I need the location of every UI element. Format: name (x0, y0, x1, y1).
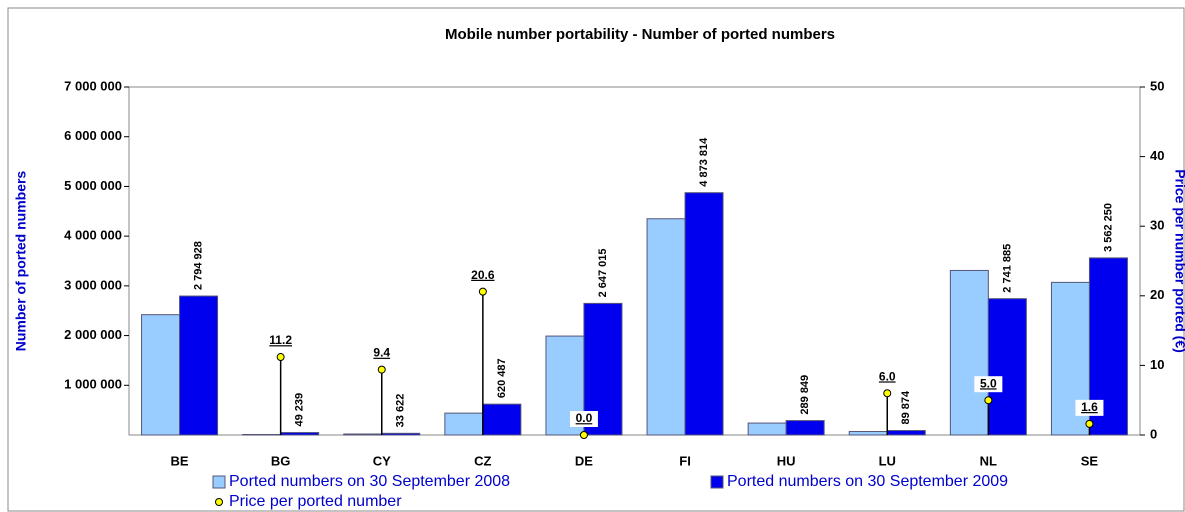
x-tick-label: BE (171, 453, 189, 468)
y-tick-label: 3 000 000 (64, 277, 122, 292)
bar (747, 422, 787, 436)
value-label: 6.0 (879, 369, 896, 383)
value-label: 2 794 928 (192, 241, 204, 290)
legend-swatch (710, 475, 724, 489)
y2-tick-label: 10 (1150, 357, 1164, 372)
x-tick-label: CY (373, 453, 391, 468)
y2-tick-label: 40 (1150, 148, 1164, 163)
price-marker (377, 365, 386, 374)
bar (280, 432, 320, 436)
y2-axis-label: Price per number ported (€) (1172, 169, 1185, 353)
value-label: 620 487 (496, 358, 508, 398)
legend-swatch (212, 475, 226, 489)
bar (141, 314, 181, 436)
bar (848, 431, 888, 436)
price-marker (276, 353, 285, 362)
value-label-box (569, 411, 598, 427)
value-label: 9.4 (373, 346, 390, 360)
value-label: 89 874 (900, 390, 912, 425)
value-label: 33 622 (395, 394, 407, 428)
value-label-box (873, 369, 902, 386)
value-label: 49 239 (294, 393, 306, 427)
bar (381, 432, 421, 436)
bar (886, 430, 926, 436)
y-tick-label: 2 000 000 (64, 327, 122, 342)
legend-marker (215, 498, 223, 506)
value-label: 2 647 015 (597, 248, 609, 297)
x-tick-label: DE (575, 453, 593, 468)
value-label-box (1075, 399, 1104, 416)
bar (482, 403, 522, 436)
y2-tick-label: 0 (1150, 426, 1157, 441)
value-label-box (468, 267, 497, 284)
y2-tick-label: 20 (1150, 287, 1164, 302)
plot-area (128, 86, 1141, 436)
value-label: 11.2 (269, 333, 292, 347)
x-tick-label: SE (1081, 453, 1099, 468)
x-tick-label: NL (980, 453, 997, 468)
value-label: 4 873 814 (698, 137, 710, 187)
y2-tick-label: 30 (1150, 218, 1164, 233)
x-tick-label: CZ (474, 453, 491, 468)
y-tick-label: 5 000 000 (64, 178, 122, 193)
value-label: 289 849 (799, 375, 811, 415)
x-tick-label: HU (777, 453, 796, 468)
y-tick-label: 4 000 000 (64, 228, 122, 243)
bar (684, 192, 724, 436)
price-marker (1085, 419, 1094, 428)
y2-tick-label: 50 (1150, 78, 1164, 93)
x-tick-label: BG (271, 453, 291, 468)
x-tick-label: LU (879, 453, 896, 468)
chart-title: Mobile number portability - Number of po… (445, 26, 835, 43)
y-tick-label: 1 000 000 (64, 377, 122, 392)
bar (179, 295, 219, 436)
price-marker (984, 396, 993, 405)
y-tick-label: 7 000 000 (64, 78, 122, 93)
bar (444, 412, 484, 436)
value-label: 1.6 (1081, 400, 1098, 414)
y-tick-label: 6 000 000 (64, 128, 122, 143)
bar (646, 218, 686, 436)
value-label: 0.0 (576, 411, 593, 425)
bar (785, 420, 825, 436)
value-label-box (974, 376, 1003, 393)
bar (343, 433, 383, 436)
value-label: 5.0 (980, 376, 997, 390)
value-label-box (266, 333, 295, 350)
y-axis-label: Number of ported numbers (13, 171, 29, 352)
bar (987, 298, 1027, 436)
price-marker (579, 431, 588, 439)
value-label: 3 562 250 (1102, 203, 1114, 252)
legend-label: Price per ported number (229, 493, 402, 510)
value-label-box (367, 345, 396, 362)
value-label: 2 741 885 (1001, 244, 1013, 293)
legend-label: Ported numbers on 30 September 2009 (727, 473, 1008, 490)
value-label: 20.6 (471, 268, 495, 282)
x-tick-label: FI (679, 453, 691, 468)
price-marker (883, 389, 892, 398)
bar (949, 269, 989, 436)
price-marker (478, 287, 487, 296)
legend-label: Ported numbers on 30 September 2008 (229, 473, 510, 490)
